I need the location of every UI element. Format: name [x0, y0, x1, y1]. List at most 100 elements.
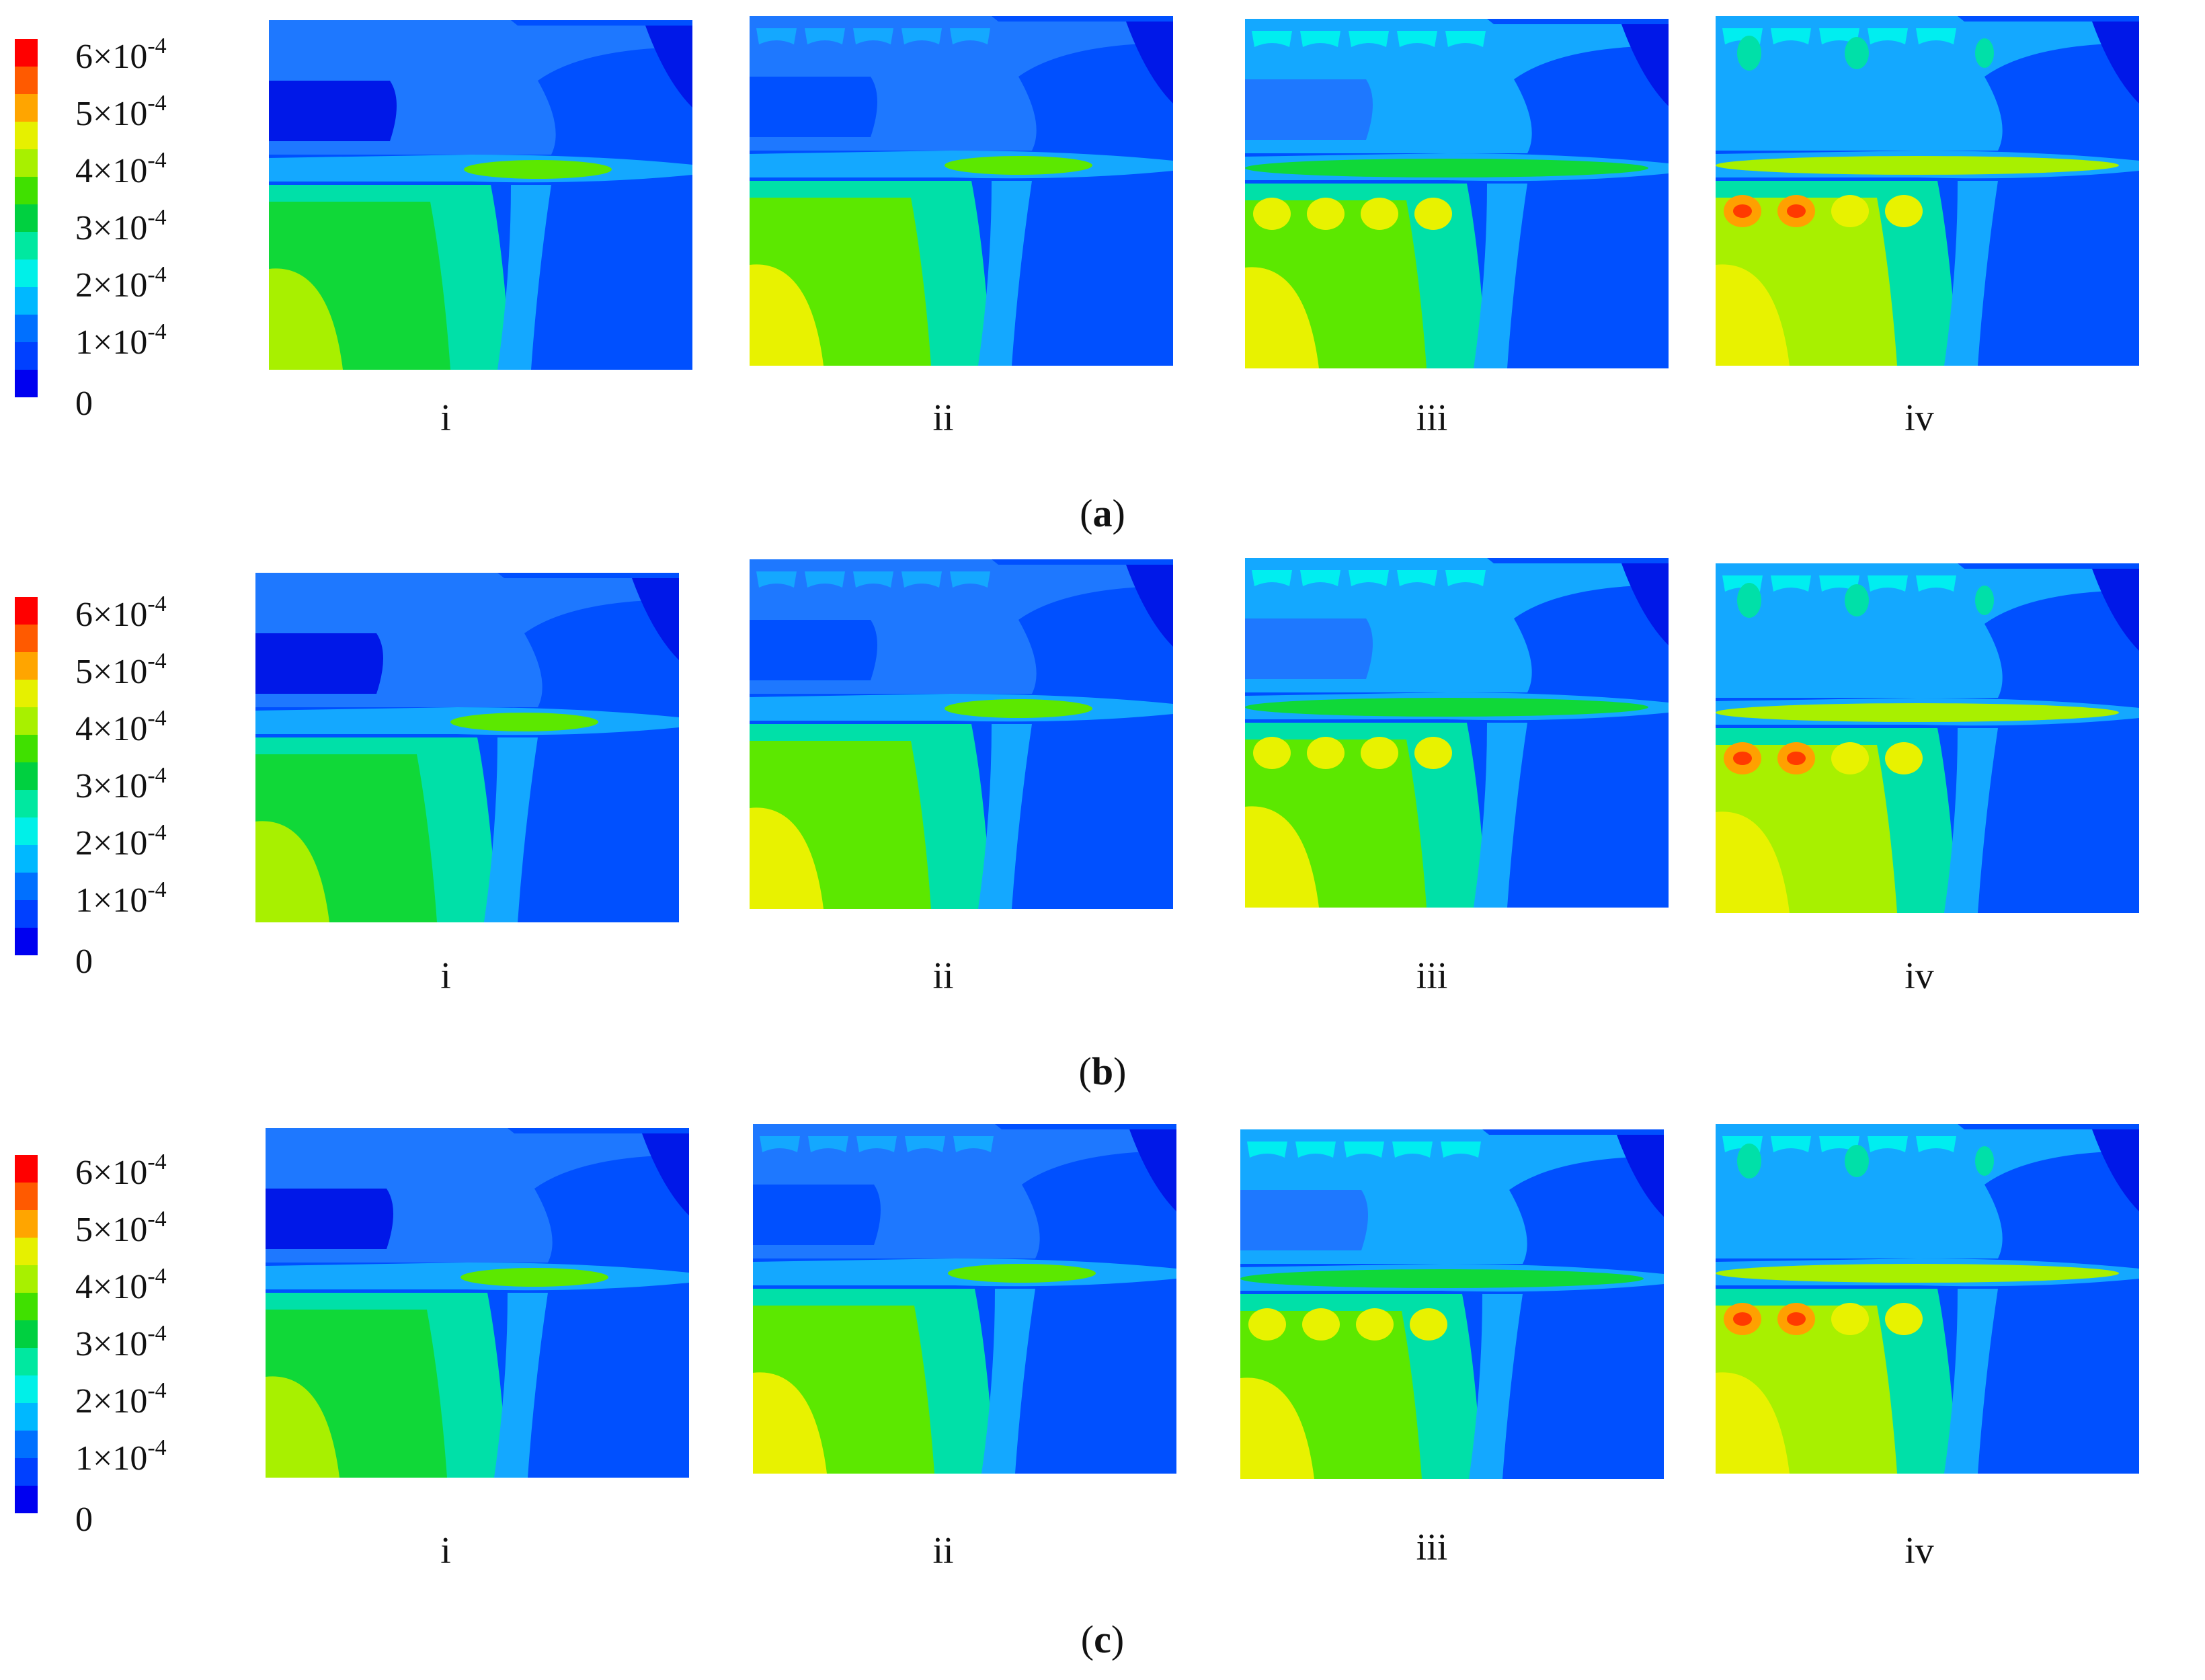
contour-cell: [1916, 1136, 1956, 1152]
colorbar-segment: [15, 342, 38, 370]
contour-hotspot: [1787, 204, 1806, 218]
contour-corner: [1621, 24, 1669, 106]
colorbar-tick: 6×10-4: [75, 34, 167, 76]
colorbar-segment: [15, 259, 38, 287]
contour-plot: [1716, 563, 2139, 913]
panel-label-ii: ii: [932, 955, 954, 997]
panel-label-i: i: [440, 1530, 451, 1572]
colorbar-tick: 4×10-4: [75, 706, 167, 748]
contour-plot: [750, 559, 1173, 909]
colorbar-tick: 6×10-4: [75, 592, 167, 634]
colorbar-tick: 3×10-4: [75, 1321, 167, 1363]
colorbar-tick: 2×10-4: [75, 1378, 167, 1421]
contour-hotspot: [1307, 198, 1345, 230]
figure-row-a: 6×10-4 5×10-4 4×10-4 3×10-4 2×10-4 1×10-…: [0, 0, 2205, 558]
colorbar-segment: [15, 122, 38, 149]
contour-cell: [1845, 37, 1869, 69]
colorbar-tick: 0: [75, 943, 93, 981]
contour-plume: [494, 1293, 548, 1478]
colorbar-segment: [15, 707, 38, 735]
contour-pocket: [1716, 1185, 1843, 1245]
contour-plume: [981, 1289, 1035, 1474]
contour-hotspot: [1248, 1308, 1286, 1341]
contour-hotspot: [1356, 1308, 1394, 1341]
contour-panel-iii: [1240, 1129, 1664, 1479]
contour-hotspot: [1253, 198, 1291, 230]
contour-cell: [853, 571, 893, 588]
contour-plume: [484, 737, 538, 922]
contour-panel-i: [269, 20, 692, 370]
colorbar-segment: [15, 1320, 38, 1348]
contour-cell: [1771, 1136, 1811, 1152]
contour-interface-core: [1716, 156, 2119, 175]
colorbar-segment: [15, 790, 38, 817]
contour-corner: [1126, 22, 1173, 104]
contour-pocket: [1245, 79, 1373, 140]
colorbar-segment: [15, 94, 38, 122]
contour-pocket: [750, 77, 877, 137]
contour-cell: [1300, 31, 1340, 47]
contour-interface-core: [1716, 703, 2119, 722]
colorbar-segment: [15, 149, 38, 177]
contour-plume: [978, 181, 1032, 366]
colorbar-tick: 2×10-4: [75, 820, 167, 863]
contour-cell: [1737, 36, 1761, 71]
colorbar: [15, 597, 38, 955]
colorbar-segment: [15, 370, 38, 397]
contour-cell: [1916, 28, 1956, 44]
panel-label-iii: iii: [1416, 955, 1448, 997]
contour-hotspot: [1302, 1308, 1340, 1341]
contour-lower-core: [269, 268, 343, 370]
contour-cell: [756, 571, 797, 588]
colorbar-segment: [15, 680, 38, 707]
contour-interface-core: [945, 699, 1092, 718]
colorbar-segment: [15, 232, 38, 259]
contour-cell: [1868, 575, 1908, 592]
contour-cell: [1819, 28, 1859, 44]
colorbar: [15, 39, 38, 397]
contour-pocket: [1240, 1190, 1368, 1250]
colorbar-tick: 6×10-4: [75, 1150, 167, 1192]
panel-label-i: i: [440, 397, 451, 439]
colorbar-segment: [15, 1403, 38, 1431]
contour-pocket: [255, 633, 383, 694]
contour-corner: [1617, 1135, 1664, 1217]
contour-cell: [805, 571, 845, 588]
colorbar-segment: [15, 900, 38, 928]
contour-cell: [1397, 570, 1437, 586]
contour-panel-ii: [750, 559, 1173, 909]
contour-plume: [1944, 1289, 1998, 1474]
contour-plot: [1716, 1124, 2139, 1474]
contour-hotspot: [1831, 742, 1869, 774]
contour-hotspot: [1787, 1312, 1806, 1326]
contour-lower-core: [1245, 806, 1319, 908]
contour-cell: [950, 571, 990, 588]
contour-plume: [1474, 723, 1527, 908]
contour-panel-iv: [1716, 16, 2139, 366]
contour-cell: [1737, 583, 1761, 618]
contour-cell: [1868, 28, 1908, 44]
contour-cell: [1392, 1142, 1433, 1158]
contour-hotspot: [1414, 198, 1452, 230]
panel-label-ii: ii: [932, 397, 954, 439]
contour-plot: [255, 573, 679, 922]
colorbar-segment: [15, 762, 38, 790]
contour-corner: [1621, 563, 1669, 645]
colorbar: [15, 1155, 38, 1513]
contour-cell: [1819, 575, 1859, 592]
contour-cell: [1252, 31, 1292, 47]
contour-corner: [2092, 569, 2139, 651]
colorbar-tick: 2×10-4: [75, 262, 167, 305]
contour-lower-core: [753, 1372, 827, 1474]
colorbar-segment: [15, 287, 38, 315]
contour-hotspot: [1253, 737, 1291, 769]
contour-hotspot: [1831, 1303, 1869, 1335]
panel-label-iv: iv: [1905, 397, 1934, 439]
colorbar-segment: [15, 928, 38, 955]
contour-corner: [642, 1133, 689, 1215]
panel-label-iv: iv: [1905, 955, 1934, 997]
contour-hotspot: [1885, 1303, 1923, 1335]
colorbar-segment: [15, 1375, 38, 1403]
colorbar-tick: 0: [75, 385, 93, 423]
contour-panel-iv: [1716, 1124, 2139, 1474]
